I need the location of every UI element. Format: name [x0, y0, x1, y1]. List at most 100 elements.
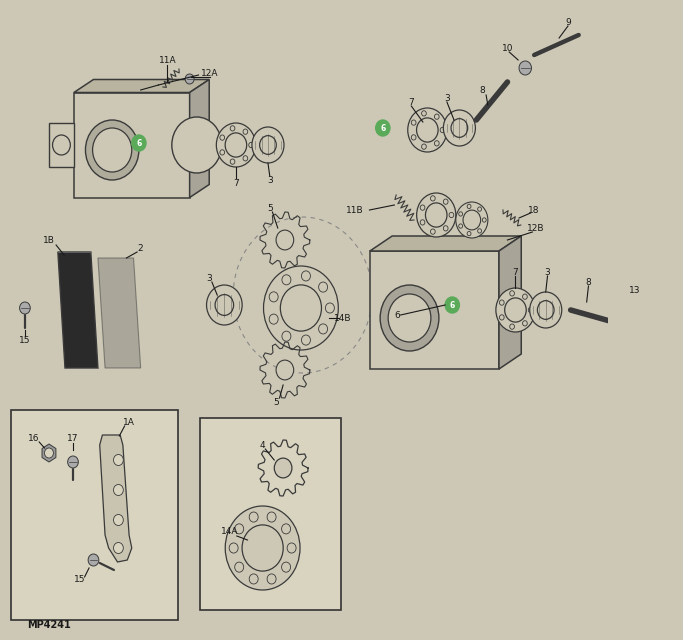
Circle shape — [287, 543, 296, 553]
Circle shape — [217, 123, 255, 167]
Circle shape — [225, 133, 247, 157]
Circle shape — [408, 108, 447, 152]
Circle shape — [282, 275, 291, 285]
Circle shape — [421, 144, 426, 149]
Circle shape — [68, 456, 79, 468]
Text: 5: 5 — [268, 204, 273, 212]
Text: 4: 4 — [260, 440, 266, 449]
Text: 3: 3 — [444, 93, 450, 102]
Circle shape — [430, 229, 435, 234]
Circle shape — [434, 141, 439, 146]
Circle shape — [235, 524, 244, 534]
Circle shape — [44, 448, 53, 458]
Circle shape — [319, 282, 328, 292]
Circle shape — [420, 220, 425, 225]
Circle shape — [380, 285, 439, 351]
Circle shape — [301, 271, 311, 281]
Circle shape — [260, 136, 277, 154]
Circle shape — [459, 212, 462, 216]
Circle shape — [235, 562, 244, 572]
Circle shape — [301, 335, 311, 345]
Circle shape — [275, 458, 292, 478]
Text: 3: 3 — [267, 175, 273, 184]
Circle shape — [528, 307, 533, 313]
Text: 6: 6 — [380, 124, 385, 132]
Circle shape — [434, 114, 439, 119]
Circle shape — [249, 512, 258, 522]
Circle shape — [53, 135, 70, 155]
Text: 11B: 11B — [346, 205, 363, 214]
Circle shape — [269, 292, 278, 302]
Polygon shape — [190, 79, 209, 198]
Text: 17: 17 — [67, 433, 79, 442]
Polygon shape — [499, 236, 521, 369]
Text: 16: 16 — [28, 433, 40, 442]
Circle shape — [230, 125, 235, 131]
Text: 6: 6 — [449, 301, 455, 310]
Text: 14B: 14B — [334, 314, 352, 323]
Circle shape — [538, 301, 554, 319]
Circle shape — [220, 135, 225, 140]
Text: 8: 8 — [479, 86, 486, 95]
Circle shape — [467, 204, 471, 209]
Text: 5: 5 — [273, 397, 279, 406]
Text: 2: 2 — [138, 243, 143, 253]
Text: 6: 6 — [394, 310, 400, 319]
Circle shape — [388, 294, 431, 342]
Text: 7: 7 — [233, 179, 239, 188]
Circle shape — [477, 228, 482, 233]
Polygon shape — [370, 236, 521, 251]
Circle shape — [242, 525, 283, 571]
Circle shape — [445, 297, 460, 313]
Circle shape — [276, 230, 294, 250]
Polygon shape — [100, 435, 132, 562]
Circle shape — [417, 118, 438, 142]
Text: 12A: 12A — [201, 68, 219, 77]
Circle shape — [243, 129, 248, 134]
Circle shape — [519, 61, 531, 75]
Circle shape — [252, 127, 284, 163]
Text: 9: 9 — [565, 17, 571, 26]
Circle shape — [449, 212, 454, 218]
Circle shape — [281, 524, 290, 534]
Circle shape — [522, 294, 527, 300]
Circle shape — [85, 120, 139, 180]
Circle shape — [264, 266, 338, 350]
Circle shape — [417, 193, 456, 237]
Circle shape — [510, 291, 514, 296]
Circle shape — [281, 562, 290, 572]
Text: 7: 7 — [512, 268, 518, 276]
Circle shape — [243, 156, 248, 161]
Bar — [11, 410, 178, 620]
Polygon shape — [58, 252, 98, 368]
Circle shape — [267, 574, 276, 584]
Text: 3: 3 — [544, 268, 550, 276]
Polygon shape — [74, 93, 190, 198]
Polygon shape — [74, 79, 209, 93]
Circle shape — [463, 210, 481, 230]
Circle shape — [505, 298, 526, 322]
Circle shape — [430, 196, 435, 201]
Circle shape — [132, 135, 146, 151]
Circle shape — [269, 314, 278, 324]
Circle shape — [421, 111, 426, 116]
Circle shape — [510, 324, 514, 329]
Circle shape — [459, 224, 462, 228]
Circle shape — [113, 484, 124, 495]
Circle shape — [443, 226, 448, 231]
Text: 18: 18 — [529, 205, 540, 214]
Circle shape — [20, 302, 30, 314]
Circle shape — [420, 205, 425, 211]
Text: 15: 15 — [19, 335, 31, 344]
Text: 1A: 1A — [123, 417, 135, 426]
Circle shape — [282, 331, 291, 341]
Circle shape — [185, 74, 194, 84]
Circle shape — [376, 120, 390, 136]
Text: 1B: 1B — [43, 236, 55, 244]
Circle shape — [267, 512, 276, 522]
Circle shape — [499, 315, 504, 320]
Circle shape — [451, 118, 468, 138]
Circle shape — [172, 117, 222, 173]
Circle shape — [229, 543, 238, 553]
Text: 3: 3 — [206, 273, 212, 282]
